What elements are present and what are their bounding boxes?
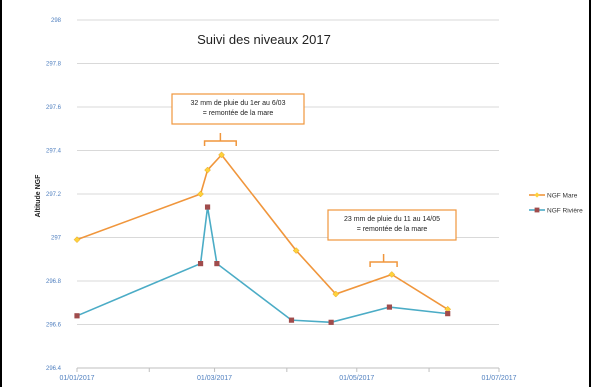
data-point: [328, 319, 334, 325]
annotation: 23 mm de pluie du 11 au 14/05 = remontée …: [327, 209, 457, 267]
y-tick-label: 297.6: [46, 105, 62, 111]
data-point: [204, 204, 211, 210]
data-point: [73, 236, 81, 244]
data-point: [74, 313, 80, 319]
x-tick-label: 01/07/2017: [481, 375, 516, 382]
y-tick-label: 297.4: [46, 149, 62, 155]
data-point: [332, 290, 340, 298]
data-point: [445, 311, 451, 317]
legend-label: NGF Mare: [547, 193, 578, 200]
y-tick-label: 297: [51, 236, 62, 242]
annotation: 32 mm de pluie du 1er au 6/03 = remontée …: [171, 93, 305, 146]
legend-label: NGF Rivière: [547, 208, 583, 215]
annotation-text: 32 mm de pluie du 1er au 6/03: [191, 100, 286, 107]
y-tick-label: 296.8: [46, 279, 62, 285]
x-tick-label: 01/01/2017: [59, 375, 94, 382]
series-line: [76, 153, 449, 310]
legend-marker: [534, 192, 540, 198]
data-point: [204, 166, 211, 174]
annotation-text: = remontée de la mare: [357, 226, 428, 233]
annotation-box: [327, 209, 457, 241]
series-ngf-mare: [73, 151, 452, 313]
data-point: [386, 304, 393, 310]
legend-marker: [534, 207, 540, 213]
y-tick-label: 298: [51, 18, 62, 24]
chart-title: Suivi des niveaux 2017: [197, 32, 331, 47]
y-tick-label: 296.6: [46, 323, 62, 329]
legend: NGF Mare NGF Rivière: [529, 192, 583, 215]
y-tick-label: 297.2: [46, 192, 62, 198]
series: [73, 151, 452, 325]
data-point: [218, 151, 225, 159]
x-tick-label: 01/05/2017: [339, 375, 374, 382]
y-axis-label: Altitude NGF: [35, 174, 42, 217]
annotation-text: 23 mm de pluie du 11 au 14/05: [344, 216, 440, 223]
x-tick-label: 01/03/2017: [197, 375, 232, 382]
annotation-text: = remontée de la mare: [203, 110, 274, 117]
axes: 296.4 296.6 296.8 297 297.2 297.4 297.6 297.8 29…: [46, 18, 517, 382]
data-point: [197, 261, 204, 267]
annotation-bracket: [369, 261, 398, 267]
annotation-bracket: [203, 140, 237, 146]
data-point: [388, 271, 396, 278]
legend-entry: NGF Mare: [529, 192, 578, 200]
annotation-box: [171, 93, 305, 125]
series-line: [76, 206, 448, 324]
data-point: [288, 317, 295, 323]
y-tick-label: 297.8: [46, 62, 62, 68]
data-point: [197, 190, 204, 198]
annotations: 32 mm de pluie du 1er au 6/03 = remontée …: [171, 93, 457, 267]
legend-entry: NGF Rivière: [529, 208, 583, 215]
series-ngf-rivi-re: [74, 204, 451, 325]
data-point: [292, 247, 300, 254]
grid: [77, 19, 499, 369]
data-point: [214, 261, 220, 267]
y-tick-label: 296.4: [46, 366, 62, 372]
